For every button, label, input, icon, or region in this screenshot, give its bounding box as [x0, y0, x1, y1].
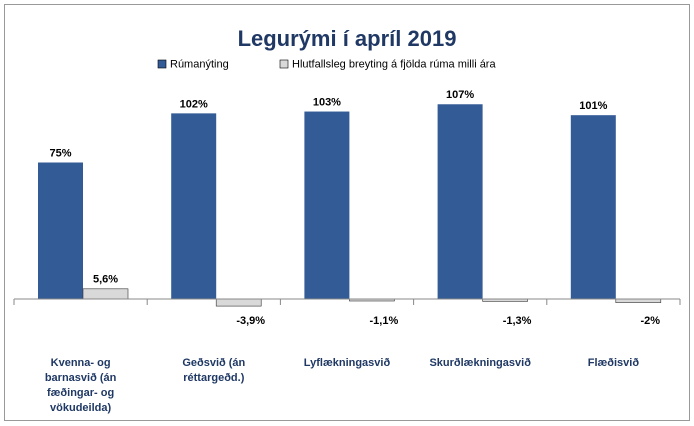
legend-swatch: [157, 59, 167, 69]
legend-label: Hlutfallsleg breyting á fjölda rúma mill…: [292, 58, 496, 70]
bar: [570, 115, 616, 300]
value-label: 5,6%: [93, 274, 118, 286]
x-tick-label: Lyflækningasvið: [303, 357, 391, 369]
bar: [615, 298, 662, 303]
value-label: 75%: [49, 147, 71, 159]
value-label: -2%: [641, 315, 661, 327]
legend-swatch: [279, 59, 289, 69]
bar: [304, 111, 350, 299]
value-label: -3,9%: [236, 315, 265, 327]
value-label: -1,3%: [503, 315, 532, 327]
bar: [215, 298, 262, 307]
value-label: -1,1%: [370, 315, 399, 327]
chart-border: [4, 4, 690, 421]
value-label: 107%: [446, 89, 474, 101]
x-tick-label: Kvenna- og barnasvið (án fæðingar- og vö…: [44, 357, 117, 414]
x-tick-label: Skurðlækningasvið: [429, 357, 531, 369]
bar: [171, 113, 217, 299]
bar: [437, 104, 483, 299]
value-label: 102%: [180, 98, 208, 110]
value-label: 103%: [313, 96, 341, 108]
bar: [38, 162, 83, 299]
bar: [82, 288, 129, 300]
chart-title: Legurými í apríl 2019: [238, 26, 457, 51]
value-label: 101%: [579, 100, 607, 112]
x-tick-label: Geðsvið (án réttargeðd.): [182, 357, 246, 384]
legend-label: Rúmanýting: [170, 58, 229, 70]
x-tick-label: Flæðisvið: [587, 357, 640, 369]
